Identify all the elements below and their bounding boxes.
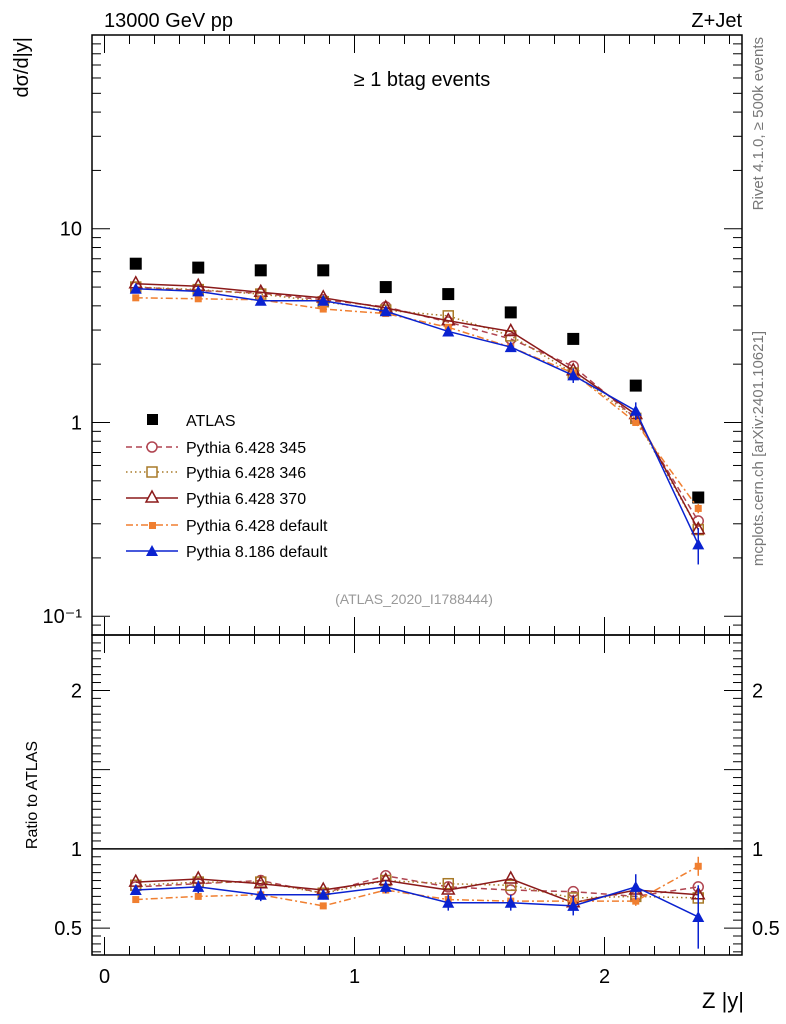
ratio-y-tick-label-left: 2 [71, 680, 82, 702]
main-data-point-pythia-6-428-default [632, 418, 640, 426]
main-data-point-atlas [567, 332, 580, 345]
main-y-tick-label: 1 [71, 412, 82, 434]
main-data-point-atlas [442, 288, 455, 301]
main-y-tick-label: 10 [60, 219, 82, 241]
ratio-y-tick-label-left: 0.5 [54, 918, 82, 940]
ratio-data-point-pythia-6-428-346 [442, 877, 454, 890]
main-data-point-pythia-8-186-default [692, 538, 705, 550]
legend-marker-atlas [147, 414, 158, 425]
x-tick-label: 2 [599, 966, 610, 988]
legend-item: Pythia 6.428 default [126, 518, 328, 535]
legend: ATLAS Pythia 6.428 345 Pythia 6.428 346 … [126, 413, 328, 561]
header-right-title: Z+Jet [691, 10, 742, 32]
main-data-point-atlas [629, 379, 642, 392]
main-y-tick-label: 10⁻¹ [43, 606, 83, 628]
ratio-y-tick-label-right: 0.5 [752, 918, 780, 940]
data-series [128, 257, 706, 949]
ratio-data-point-pythia-8-186-default [129, 884, 142, 896]
x-tick-label: 1 [349, 966, 360, 988]
legend-item: Pythia 8.186 default [126, 544, 328, 561]
legend-label: Pythia 6.428 345 [186, 440, 306, 457]
main-data-point-pythia-6-428-default [132, 294, 140, 302]
legend-item: Pythia 6.428 370 [126, 489, 306, 508]
ratio-series-line-pythia-6-428-346 [135, 879, 699, 899]
legend-item: Pythia 6.428 345 [126, 440, 306, 457]
legend-label: ATLAS [186, 413, 236, 430]
legend-marker [146, 441, 158, 453]
main-data-point-atlas [192, 261, 205, 274]
ratio-series-line-pythia-6-428-default [135, 865, 699, 907]
ratio-data-point-pythia-8-186-default [442, 896, 455, 908]
ratio-data-point-pythia-8-186-default [192, 880, 205, 892]
ratio-series-line-pythia-6-428-345 [135, 875, 699, 898]
ratio-data-point-pythia-8-186-default [317, 888, 330, 900]
main-data-point-pythia-8-186-default [317, 294, 330, 306]
main-data-point-pythia-6-428-default [694, 504, 702, 512]
legend-marker [149, 522, 156, 529]
main-data-point-pythia-8-186-default [504, 341, 517, 353]
main-data-point-pythia-8-186-default [379, 305, 392, 317]
main-data-point-pythia-6-428-default [194, 295, 202, 303]
main-data-point-atlas [504, 306, 517, 319]
main-data-point-atlas [129, 257, 142, 270]
ratio-series-line-pythia-8-186-default [135, 886, 699, 918]
ratio-y-tick-label-right: 1 [752, 839, 763, 861]
main-data-point-atlas [254, 264, 267, 277]
ratio-data-point-pythia-6-428-346 [505, 879, 517, 892]
main-data-point-atlas [692, 491, 705, 504]
main-data-point-pythia-6-428-370 [503, 322, 519, 337]
ratio-data-point-pythia-8-186-default [629, 880, 642, 892]
legend-label: Pythia 8.186 default [186, 544, 328, 561]
ratio-data-point-pythia-6-428-default [132, 896, 140, 904]
main-data-point-pythia-8-186-default [442, 325, 455, 337]
ratio-data-point-pythia-6-428-370 [440, 881, 456, 895]
axis-ticks [92, 34, 742, 955]
legend-label: Pythia 6.428 346 [186, 465, 306, 482]
ratio-plot-frame [91, 634, 743, 956]
ratio-data-point-pythia-6-428-default [194, 892, 202, 900]
x-axis-label: Z |y| [702, 988, 744, 1013]
main-data-point-atlas [317, 264, 330, 277]
ratio-y-axis-label: Ratio to ATLAS [24, 741, 41, 849]
header-left-title: 13000 GeV pp [104, 10, 233, 32]
rivet-version-label: Rivet 4.1.0, ≥ 500k events [750, 37, 767, 210]
axis-tick-labels: 10 1 10⁻¹ 2 2 1 1 0.5 0.5 0 1 2 [43, 219, 780, 988]
ratio-y-tick-label-left: 1 [71, 839, 82, 861]
mcplots-label: mcplots.cern.ch [arXiv:2401.10621] [750, 331, 767, 566]
main-y-axis-label: dσ/d|y| [11, 37, 33, 98]
x-tick-label: 0 [99, 966, 110, 988]
legend-label: Pythia 6.428 default [186, 518, 328, 535]
main-data-point-pythia-8-186-default [192, 285, 205, 297]
main-data-point-pythia-6-428-default [319, 305, 327, 313]
main-series-line-pythia-6-428-346 [135, 286, 699, 530]
ratio-data-point-pythia-8-186-default [504, 896, 517, 908]
main-data-point-pythia-8-186-default [567, 369, 580, 381]
main-series-line-pythia-6-428-default [135, 297, 699, 509]
main-chart-title: ≥ 1 btag events [354, 69, 491, 91]
ratio-data-point-pythia-8-186-default [254, 888, 267, 900]
ratio-data-point-pythia-8-186-default [379, 880, 392, 892]
main-series-line-pythia-6-428-345 [135, 286, 699, 522]
legend-item: Pythia 6.428 346 [126, 465, 306, 482]
legend-marker [146, 466, 158, 478]
ratio-data-point-pythia-8-186-default [567, 899, 580, 911]
legend-marker [146, 545, 158, 556]
ratio-data-point-pythia-6-428-default [319, 902, 327, 910]
legend-label: Pythia 6.428 370 [186, 491, 306, 508]
main-series-line-pythia-8-186-default [135, 288, 699, 545]
legend-item: ATLAS [147, 413, 236, 430]
analysis-reference: (ATLAS_2020_I1788444) [335, 591, 493, 607]
main-data-point-pythia-8-186-default [254, 294, 267, 306]
ratio-data-point-pythia-8-186-default [692, 910, 705, 922]
main-data-point-pythia-8-186-default [129, 282, 142, 294]
main-data-point-pythia-8-186-default [629, 404, 642, 416]
ratio-data-point-pythia-6-428-default [632, 897, 640, 905]
ratio-data-point-pythia-6-428-default [694, 862, 702, 870]
ratio-data-point-pythia-6-428-370 [503, 870, 519, 884]
ratio-data-point-pythia-6-428-370 [253, 875, 269, 889]
main-data-point-atlas [379, 281, 392, 294]
ratio-y-tick-label-right: 2 [752, 680, 763, 702]
legend-marker [144, 489, 160, 503]
